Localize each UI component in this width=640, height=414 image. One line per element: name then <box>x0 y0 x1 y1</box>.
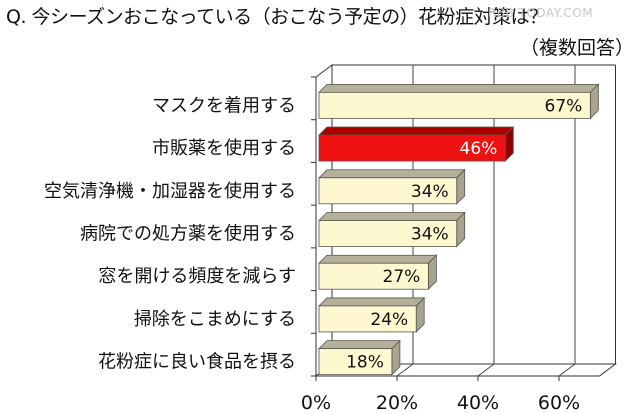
bar-value-label: 24% <box>370 310 408 330</box>
bar-value-label: 18% <box>346 353 384 373</box>
category-label: 花粉症に良い食品を摂る <box>98 352 296 373</box>
category-label: 掃除をこまめにする <box>134 309 296 330</box>
bar: 34% <box>318 211 466 248</box>
x-tick-label: 60% <box>538 392 580 414</box>
category-label: 空気清浄機・加湿器を使用する <box>44 181 296 202</box>
bar-value-label: 67% <box>545 96 583 116</box>
bar: 27% <box>318 254 438 291</box>
chart-subtitle: （複数回答） <box>519 37 634 59</box>
bar-value-label: 34% <box>411 182 449 202</box>
bar: 24% <box>318 296 426 333</box>
bar-value-label: 27% <box>383 267 421 287</box>
bar-value-label: 34% <box>411 225 449 245</box>
watermark: RBB TODAY.COM <box>488 6 594 20</box>
category-label: マスクを着用する <box>152 95 296 116</box>
bar: 18% <box>318 339 401 376</box>
x-tick-label: 0% <box>301 392 331 414</box>
x-tick-label: 40% <box>457 392 499 414</box>
category-label: 市販薬を使用する <box>152 138 296 159</box>
plot-area: 0% 20% 40% 60% 67% マスクを着用する 46% 市販薬を使用する 34% 空気清浄… <box>44 64 617 414</box>
category-label: 病院での処方薬を使用する <box>80 224 296 245</box>
bar: 46% <box>318 126 515 163</box>
chart-title: Q. 今シーズンおこなっている（おこなう予定の）花粉症対策は？ <box>6 6 548 28</box>
bar: 34% <box>318 168 466 205</box>
x-tick-label: 20% <box>376 392 418 414</box>
category-label: 窓を開ける頻度を減らす <box>98 266 296 287</box>
bar-value-label: 46% <box>460 139 498 159</box>
bar: 67% <box>318 83 600 120</box>
